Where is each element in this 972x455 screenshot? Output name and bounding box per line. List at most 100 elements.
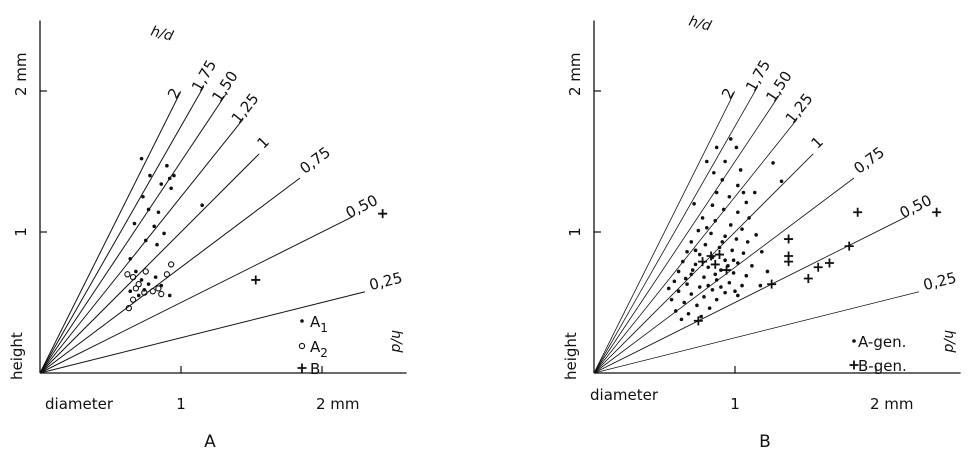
ratio-axis-label: h/d (388, 330, 404, 353)
x-tick-label: 1 (176, 395, 186, 413)
data-point (155, 285, 162, 292)
data-point (723, 159, 727, 164)
data-point (702, 275, 706, 279)
data-point (703, 242, 708, 247)
data-point (710, 259, 720, 269)
data-point (712, 170, 716, 175)
data-point (152, 224, 157, 229)
data-point (679, 317, 684, 322)
data-point (765, 269, 770, 274)
data-point (932, 207, 942, 217)
data-point (156, 210, 161, 215)
legend-label: B-gen. (858, 357, 907, 375)
data-point (705, 159, 709, 164)
x-tick-label: 1 (730, 395, 740, 413)
data-point (744, 200, 749, 205)
legend-marker (849, 360, 859, 370)
data-point (714, 278, 719, 282)
data-point (200, 203, 204, 208)
ratio-line-label: 0,25 (921, 269, 958, 295)
ratio-line-label: 0,25 (367, 269, 404, 295)
data-point (740, 283, 744, 288)
data-point (745, 240, 750, 244)
data-point (129, 296, 137, 303)
data-point (167, 261, 175, 268)
data-point (706, 251, 716, 261)
data-point (699, 314, 703, 319)
data-point (700, 216, 705, 220)
ratio-line (39, 153, 260, 374)
data-point (693, 248, 698, 253)
legend-marker (297, 363, 307, 373)
ratio-line (593, 177, 855, 374)
data-point (132, 221, 137, 226)
data-point (723, 290, 727, 295)
data-point (727, 280, 732, 285)
data-point (681, 259, 685, 264)
data-point (784, 257, 794, 267)
ratio-line (39, 93, 227, 374)
data-point (153, 275, 158, 279)
panel-label: A (204, 432, 216, 452)
data-point (714, 297, 719, 302)
data-point (803, 274, 813, 284)
ratio-line-label: 0,50 (897, 191, 935, 222)
data-point (736, 261, 740, 265)
data-point (723, 234, 727, 239)
data-point (721, 207, 726, 212)
data-point (124, 271, 131, 278)
data-point (713, 218, 718, 223)
y-axis-label: height (562, 332, 580, 380)
data-point (169, 186, 173, 191)
data-point (693, 262, 698, 267)
data-point (146, 207, 151, 212)
y-tick-label: 2 mm (566, 52, 584, 96)
data-point (744, 273, 749, 278)
legend-marker (852, 339, 856, 343)
data-point (689, 292, 694, 296)
data-point (758, 283, 763, 288)
data-point (714, 190, 719, 195)
ratio-line-label: 0,50 (343, 191, 381, 222)
ratio-line-label: 0,75 (296, 143, 334, 177)
x-axis-label: diameter (590, 386, 659, 404)
ratio-line-label: 2 (164, 85, 184, 102)
data-point (682, 300, 687, 305)
data-point (730, 248, 734, 253)
data-point (767, 279, 777, 289)
data-point (692, 202, 696, 206)
data-point (167, 293, 172, 298)
x-tick-label: 2 mm (870, 395, 914, 413)
data-point (752, 190, 757, 195)
ratio-axis-label: h/d (941, 330, 957, 353)
data-point (685, 282, 689, 286)
y-tick-label: 2 mm (12, 52, 30, 96)
ratio-line (39, 291, 366, 374)
legend-label: B (310, 360, 320, 378)
data-point (142, 268, 149, 275)
data-point (754, 233, 758, 237)
data-point (740, 227, 744, 231)
data-point (706, 265, 711, 270)
data-point (693, 316, 703, 326)
data-point (784, 234, 794, 244)
data-point (698, 257, 708, 267)
data-point (736, 183, 740, 188)
data-point (128, 256, 133, 261)
data-point (378, 209, 388, 219)
data-point (676, 269, 681, 274)
panel-label: B (759, 432, 771, 452)
data-point (134, 269, 138, 274)
data-point (136, 293, 141, 298)
data-point (702, 295, 706, 299)
ratio-line (39, 86, 205, 374)
data-point (132, 285, 140, 292)
ratio-line-label: 1,25 (228, 90, 263, 127)
data-point (159, 182, 164, 186)
ratio-line (593, 118, 798, 374)
data-point (710, 288, 715, 292)
data-point (728, 137, 733, 141)
data-point (695, 303, 699, 308)
data-point (741, 190, 746, 195)
